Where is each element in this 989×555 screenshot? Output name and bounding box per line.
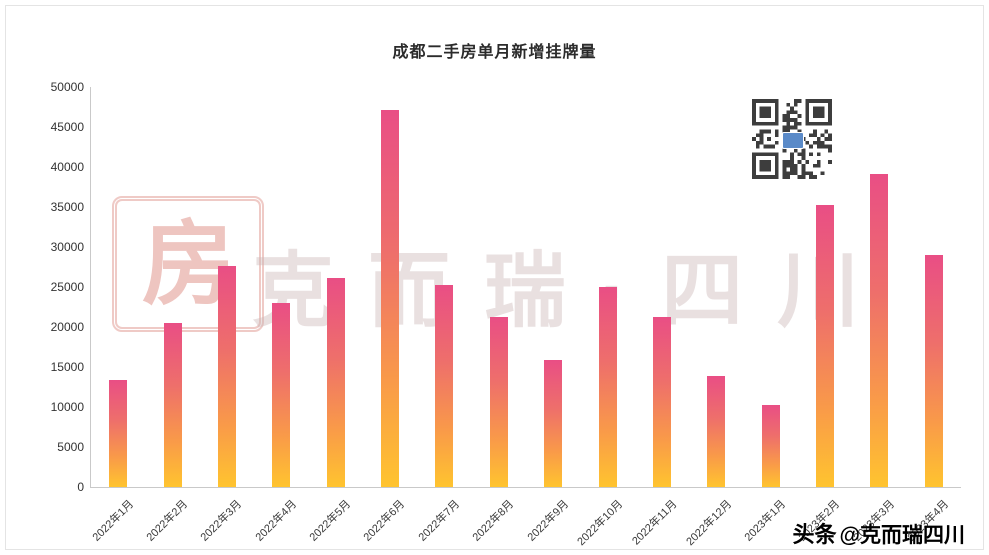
- bar-2022年4月: [272, 303, 291, 487]
- x-axis-tick-label: 2022年11月: [630, 498, 680, 548]
- bar-2022年3月: [217, 266, 236, 487]
- x-axis-tick-label: 2022年7月: [416, 498, 463, 544]
- bar-2023年1月: [761, 404, 780, 487]
- x-axis-tick-label: 2022年6月: [361, 498, 408, 544]
- bar-2022年1月: [109, 379, 128, 487]
- bar-2022年12月: [707, 375, 726, 487]
- y-axis-tick-label: 40000: [50, 160, 84, 174]
- y-axis-tick-label: 35000: [50, 200, 84, 214]
- y-axis-tick-label: 0: [77, 480, 84, 494]
- y-axis-tick-label: 5000: [57, 440, 84, 454]
- chart-frame-border: [5, 5, 984, 550]
- bar-2022年7月: [435, 284, 454, 487]
- x-axis-tick-label: 2022年4月: [253, 498, 299, 544]
- y-axis-tick-label: 15000: [50, 360, 84, 374]
- footer-attribution: 头条 @克而瑞四川: [793, 517, 966, 549]
- bar-2022年6月: [381, 110, 400, 487]
- bar-2023年4月: [924, 255, 943, 487]
- footer-brand: 头条: [792, 522, 837, 547]
- y-axis: 0 5000 10000 15000 20000 25000 30000 35000 40000…: [0, 80, 84, 494]
- y-axis-tick-label: 30000: [50, 240, 84, 254]
- footer-handle: @克而瑞四川: [839, 524, 965, 547]
- qr-code-pattern: [752, 99, 832, 179]
- x-axis-tick-label: 2022年12月: [683, 498, 734, 549]
- x-axis-tick-label: 2022年2月: [144, 498, 191, 544]
- bar-2023年3月: [870, 174, 889, 487]
- y-axis-tick-label: 25000: [50, 280, 84, 294]
- qr-code-icon: [752, 99, 832, 179]
- y-axis-tick-label: 20000: [50, 320, 84, 334]
- bar-2023年2月: [816, 205, 835, 487]
- y-axis-tick-label: 50000: [50, 80, 84, 94]
- bar-2022年8月: [489, 317, 508, 487]
- bar-2022年10月: [598, 287, 617, 487]
- chart-title: 成都二手房单月新增挂牌量: [392, 44, 597, 61]
- x-axis-tick-label: 2022年5月: [307, 498, 354, 544]
- x-axis-tick-label: 2022年10月: [575, 498, 626, 549]
- bar-2022年9月: [544, 359, 563, 487]
- x-axis-tick-label: 2022年3月: [198, 498, 245, 544]
- plot-area: 2022年1月 2022年2月 2022年3月 2022年4月 2022年5月 2022年…: [90, 87, 961, 548]
- bar-2022年2月: [163, 323, 182, 487]
- bar-2022年5月: [326, 278, 345, 487]
- y-axis-tick-label: 45000: [50, 120, 84, 134]
- x-axis-tick-label: 2022年9月: [525, 498, 571, 544]
- x-axis-tick-label: 2022年1月: [90, 498, 136, 544]
- x-axis-tick-label: 2022年8月: [470, 498, 517, 544]
- watermark-text: 克而瑞·四川: [252, 246, 894, 337]
- bar-2022年11月: [652, 316, 671, 487]
- x-axis-tick-label: 2023年1月: [742, 498, 789, 544]
- y-axis-tick-label: 10000: [50, 400, 84, 414]
- wechat-badge-icon: [782, 132, 804, 149]
